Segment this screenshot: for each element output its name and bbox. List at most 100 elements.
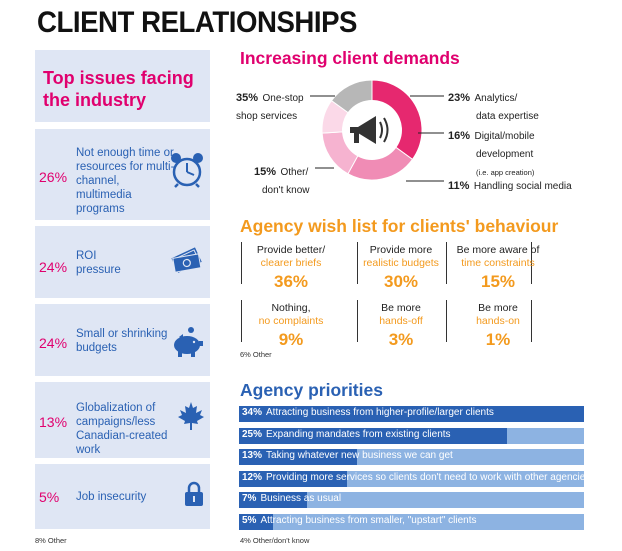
demand-text: shop services — [236, 111, 298, 122]
priority-percent: 25% — [242, 428, 263, 440]
priority-text: Expanding mandates from existing clients — [266, 428, 451, 440]
alarm-clock-icon — [170, 152, 204, 193]
wish-text-highlight: no complaints — [258, 315, 324, 327]
priority-bar: 34% Attracting business from higher-profi… — [239, 406, 584, 422]
wish-list-heading: Agency wish list for clients' behaviour — [240, 216, 559, 236]
demand-label-other: 15% Other/ don't know — [254, 162, 324, 198]
wish-text: Provide better/ — [256, 244, 326, 256]
issue-percent: 24% — [39, 335, 68, 351]
issue-row: 24% Small or shrinking budgets — [35, 304, 210, 376]
maple-leaf-icon — [178, 402, 204, 435]
demand-label-social: 11% Handling social media — [448, 176, 588, 194]
piggy-bank-icon — [170, 326, 204, 363]
wish-item: Be more hands-off 3% — [342, 302, 460, 350]
wish-text-highlight: realistic budgets — [363, 257, 439, 269]
divider — [531, 242, 532, 284]
issue-row: 5% Job insecurity — [35, 464, 210, 529]
priorities-heading: Agency priorities — [240, 380, 383, 400]
issue-row: 26% Not enough time or resources for mul… — [35, 129, 210, 220]
demand-text: Handling social media — [473, 181, 572, 192]
padlock-icon — [184, 481, 204, 512]
issue-percent: 5% — [39, 489, 60, 505]
priority-label: 34% Attracting business from higher-profi… — [242, 407, 494, 418]
wish-item: Provide more realistic budgets 30% — [342, 244, 460, 292]
demand-text: One-stop — [262, 93, 304, 104]
wish-percent: 36% — [273, 272, 309, 291]
issue-label: Globalization of campaigns/less Canadian… — [76, 402, 168, 456]
wish-text: Provide more — [369, 244, 433, 256]
priority-percent: 12% — [242, 471, 263, 483]
issue-percent: 26% — [39, 169, 68, 185]
demand-text: Other/ — [280, 167, 309, 178]
demand-percent: 23% — [448, 92, 471, 104]
issue-row: 13% Globalization of campaigns/less Cana… — [35, 382, 210, 458]
demand-text: don't know — [262, 185, 310, 196]
demand-label-analytics: 23% Analytics/ data expertise — [448, 88, 568, 124]
wish-item: Be more aware of time constraints 15% — [439, 244, 557, 292]
priority-percent: 5% — [242, 515, 257, 526]
priority-text: Business as usual — [260, 493, 342, 505]
demand-percent: 16% — [448, 130, 471, 142]
wish-list-footnote: 6% Other — [240, 350, 272, 359]
priority-label: 25% Expanding mandates from existing clie… — [242, 429, 451, 440]
wish-item: Be more hands-on 1% — [439, 302, 557, 350]
priority-label: 7% Business as usual — [242, 493, 341, 504]
priority-percent: 13% — [242, 450, 263, 462]
issue-label: Not enough time or resources for multi-c… — [76, 147, 175, 215]
wish-text: Be more — [381, 302, 421, 314]
page-title: CLIENT RELATIONSHIPS — [37, 6, 357, 39]
wish-text: Nothing, — [271, 302, 311, 314]
demands-heading: Increasing client demands — [240, 48, 460, 68]
demand-percent: 11% — [448, 180, 470, 192]
priority-bar-fill — [239, 449, 357, 466]
priority-bar: 7% Business as usual — [239, 492, 584, 509]
wish-percent: 1% — [485, 330, 511, 349]
priority-percent: 34% — [242, 407, 263, 418]
megaphone-icon — [350, 116, 389, 144]
priority-bar-fill — [239, 470, 347, 487]
priority-bar: 25% Expanding mandates from existing clie… — [239, 427, 584, 444]
divider — [357, 300, 358, 342]
priorities-footnote: 4% Other/don't know — [240, 536, 310, 545]
priority-bar-fill — [239, 492, 307, 509]
demand-text: Digital/mobile — [474, 131, 535, 142]
priority-text: Attracting business from higher-profile/… — [266, 407, 494, 418]
issue-label: Job insecurity — [76, 491, 147, 503]
demand-text: development — [476, 149, 534, 160]
divider — [357, 242, 358, 284]
wish-text-highlight: hands-on — [476, 315, 520, 327]
priority-bar-fill — [239, 514, 273, 530]
wish-text-highlight: clearer briefs — [260, 257, 322, 269]
priority-text: Taking whatever new business we can get — [266, 450, 453, 462]
issue-percent: 24% — [39, 259, 68, 275]
wish-percent: 30% — [383, 272, 419, 291]
top-issues-footnote: 8% Other — [35, 536, 67, 545]
issue-label: Small or shrinking budgets — [76, 328, 168, 354]
wish-text-highlight: time constraints — [461, 257, 535, 269]
divider — [446, 242, 447, 284]
issue-label: ROI pressure — [76, 250, 121, 276]
divider — [241, 300, 242, 342]
demand-label-one-stop: 35% One-stop shop services — [236, 88, 313, 124]
priority-text: Attracting business from smaller, "upsta… — [260, 515, 477, 526]
priority-bar: 13% Taking whatever new business we can g… — [239, 449, 584, 466]
wish-percent: 15% — [480, 272, 516, 291]
wish-text-highlight: hands-off — [379, 315, 423, 327]
issue-percent: 13% — [39, 414, 68, 430]
money-icon — [170, 246, 204, 281]
priority-bar-fill — [239, 406, 584, 422]
divider — [241, 242, 242, 284]
wish-text: Be more aware of — [456, 244, 540, 256]
demand-note: (i.e. app creation) — [476, 168, 535, 177]
demand-percent: 15% — [254, 166, 277, 178]
divider — [446, 300, 447, 342]
wish-text: Be more — [478, 302, 518, 314]
priority-label: 13% Taking whatever new business we can g… — [242, 450, 453, 461]
wish-percent: 9% — [278, 330, 304, 349]
priority-text: Providing more services so clients don't… — [266, 471, 591, 483]
priority-label: 12% Providing more services so clients do… — [242, 472, 590, 483]
wish-percent: 3% — [388, 330, 414, 349]
demands-donut-chart — [321, 79, 423, 181]
top-issues-header: Top issues facing the industry — [35, 50, 210, 122]
